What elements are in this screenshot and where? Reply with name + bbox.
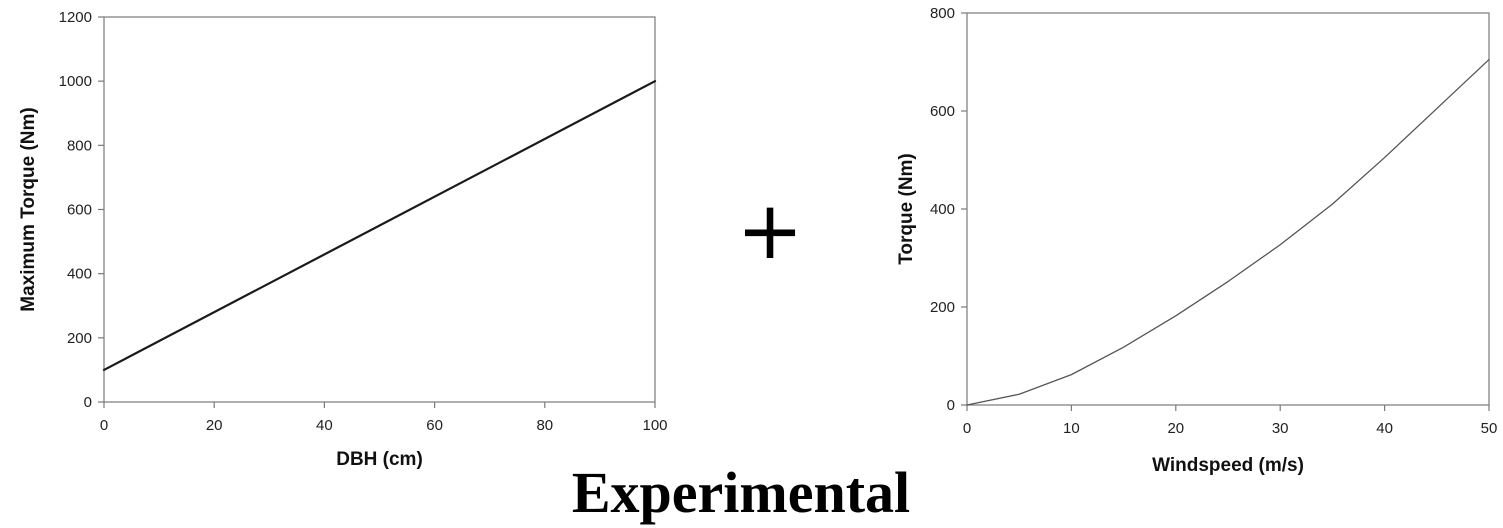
y-tick-label: 800	[67, 137, 92, 154]
plot-frame	[966, 12, 1490, 406]
y-axis-title: Maximum Torque (Nm)	[18, 107, 39, 311]
y-tick-label: 1200	[59, 9, 92, 26]
x-axis-title: DBH (cm)	[336, 449, 423, 470]
y-tick-label: 600	[67, 202, 92, 219]
x-tick-label: 40	[316, 417, 333, 434]
y-tick-label: 400	[67, 266, 92, 283]
x-tick-label: 50	[1481, 420, 1498, 437]
x-tick-label: 100	[642, 417, 667, 434]
x-tick-label: 80	[536, 417, 553, 434]
chart-max-torque-vs-dbh: 0 200 400 600 800 1000 1200 0 20 40 60 80 100 DBH (cm…	[18, 9, 668, 470]
plus-sign: +	[736, 184, 803, 277]
x-tick-label: 60	[426, 417, 443, 434]
y-tick-label: 400	[930, 201, 955, 218]
series-line	[966, 58, 1490, 406]
y-tick-label: 0	[84, 394, 92, 411]
x-tick-label: 30	[1272, 420, 1289, 437]
y-tick-label: 600	[930, 103, 955, 120]
caption-experimental: Experimental	[572, 460, 910, 525]
x-axis-title: Windspeed (m/s)	[1152, 455, 1304, 476]
x-tick-label: 10	[1063, 420, 1080, 437]
plot-frame	[103, 16, 656, 403]
y-tick-label: 0	[947, 397, 955, 414]
y-tick-label: 200	[67, 330, 92, 347]
y-tick-label: 1000	[59, 73, 92, 90]
x-tick-label: 0	[963, 420, 971, 437]
y-tick-label: 200	[930, 299, 955, 316]
x-tick-label: 20	[206, 417, 223, 434]
x-tick-label: 20	[1167, 420, 1184, 437]
x-tick-label: 40	[1376, 420, 1393, 437]
chart-torque-vs-windspeed: 0 200 400 600 800 0 10 20 30 40 50 Windspeed (m/s) T…	[896, 5, 1497, 476]
x-tick-label: 0	[100, 417, 108, 434]
series-line	[102, 80, 657, 372]
y-axis-title: Torque (Nm)	[896, 153, 917, 265]
y-tick-label: 800	[930, 5, 955, 22]
